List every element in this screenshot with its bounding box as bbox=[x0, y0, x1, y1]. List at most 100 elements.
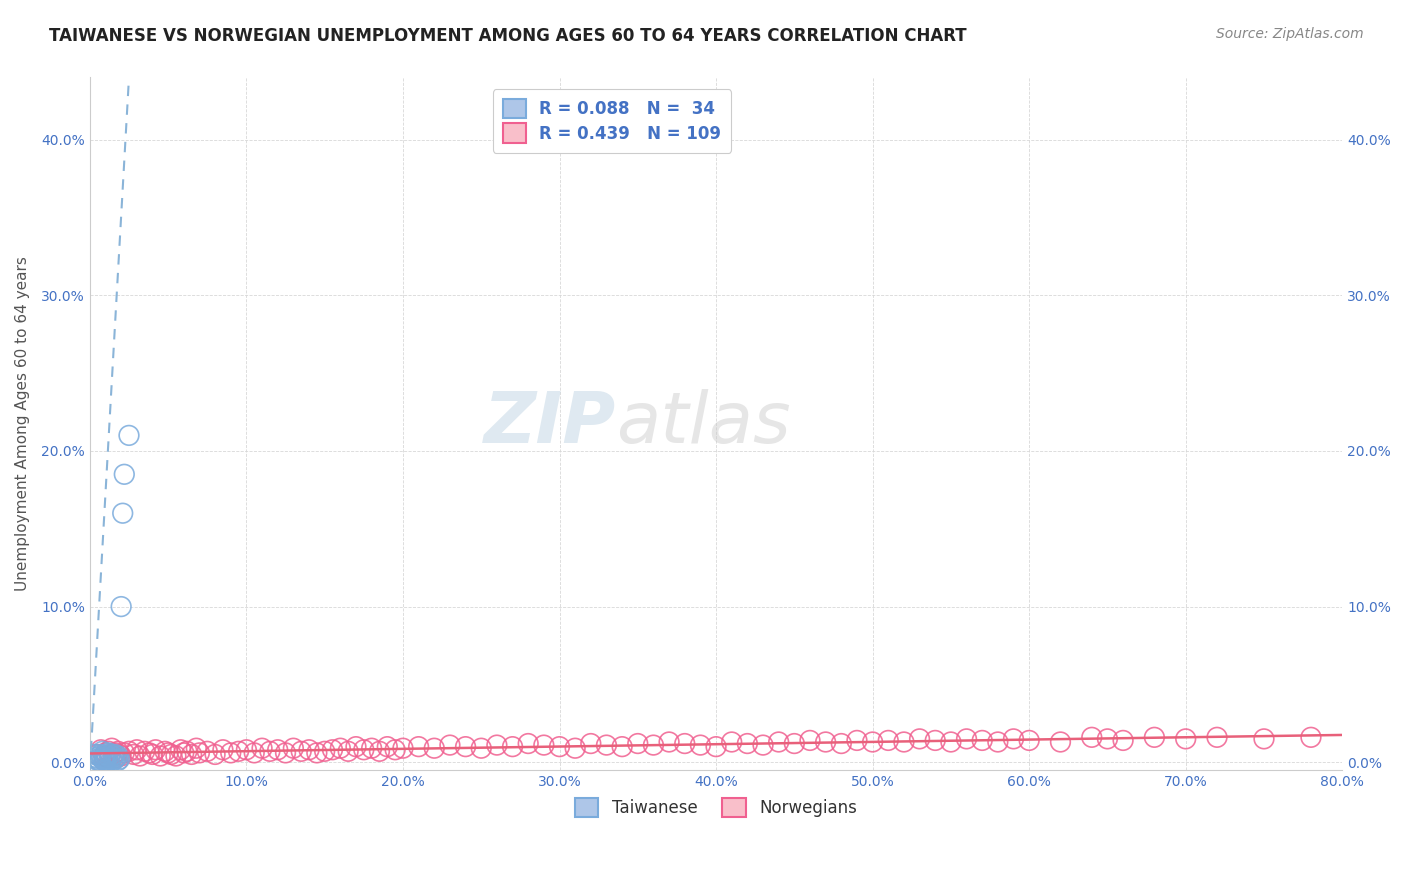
Point bbox=[169, 743, 191, 757]
Point bbox=[104, 747, 127, 762]
Point bbox=[96, 749, 118, 764]
Point bbox=[368, 744, 391, 758]
Point bbox=[814, 735, 837, 749]
Point bbox=[454, 739, 477, 754]
Point bbox=[924, 733, 946, 747]
Point bbox=[337, 744, 360, 758]
Point bbox=[283, 741, 305, 756]
Point bbox=[97, 754, 120, 768]
Point bbox=[1097, 731, 1119, 746]
Point bbox=[98, 747, 121, 762]
Point bbox=[298, 743, 321, 757]
Point bbox=[548, 739, 571, 754]
Point bbox=[86, 747, 108, 762]
Point bbox=[439, 738, 461, 752]
Point bbox=[157, 746, 180, 760]
Point bbox=[502, 739, 524, 754]
Point bbox=[118, 744, 141, 758]
Point bbox=[180, 747, 202, 762]
Point bbox=[111, 506, 134, 520]
Point bbox=[673, 737, 696, 751]
Point bbox=[627, 737, 650, 751]
Point bbox=[94, 754, 117, 768]
Point bbox=[112, 467, 135, 482]
Point bbox=[321, 743, 343, 757]
Point bbox=[97, 744, 120, 758]
Point bbox=[830, 737, 852, 751]
Point bbox=[105, 750, 128, 764]
Point bbox=[259, 744, 281, 758]
Point bbox=[1299, 731, 1322, 745]
Point bbox=[103, 749, 125, 764]
Point bbox=[129, 749, 152, 764]
Point bbox=[118, 428, 141, 442]
Point bbox=[228, 744, 250, 758]
Point bbox=[112, 746, 135, 760]
Point bbox=[188, 746, 211, 760]
Point bbox=[98, 747, 121, 762]
Point bbox=[91, 752, 114, 766]
Point bbox=[195, 744, 218, 758]
Point bbox=[100, 752, 122, 766]
Point bbox=[987, 735, 1010, 749]
Point bbox=[108, 747, 131, 762]
Point bbox=[94, 750, 117, 764]
Point bbox=[243, 746, 266, 760]
Point bbox=[138, 746, 160, 760]
Point bbox=[1253, 731, 1275, 746]
Point bbox=[595, 738, 617, 752]
Point bbox=[84, 750, 107, 764]
Point bbox=[290, 744, 312, 758]
Point bbox=[103, 749, 125, 764]
Point bbox=[939, 735, 962, 749]
Point bbox=[97, 746, 120, 760]
Point bbox=[658, 735, 681, 749]
Point bbox=[1174, 731, 1197, 746]
Point bbox=[86, 752, 108, 766]
Point bbox=[204, 747, 226, 762]
Point bbox=[533, 738, 555, 752]
Point bbox=[799, 733, 821, 747]
Point bbox=[98, 750, 121, 764]
Point bbox=[219, 746, 242, 760]
Point bbox=[610, 739, 633, 754]
Point bbox=[110, 749, 132, 764]
Point bbox=[141, 747, 163, 762]
Point bbox=[314, 744, 336, 758]
Point bbox=[893, 735, 915, 749]
Point bbox=[153, 744, 176, 758]
Point bbox=[186, 741, 208, 756]
Point bbox=[103, 754, 125, 768]
Point bbox=[1049, 735, 1071, 749]
Point bbox=[485, 738, 508, 752]
Text: ZIP: ZIP bbox=[484, 389, 616, 458]
Point bbox=[360, 741, 382, 756]
Point bbox=[1143, 731, 1166, 745]
Point bbox=[134, 744, 156, 758]
Point bbox=[845, 733, 868, 747]
Point bbox=[955, 731, 977, 746]
Point bbox=[517, 737, 540, 751]
Point bbox=[86, 754, 108, 768]
Point bbox=[104, 746, 127, 760]
Point bbox=[89, 749, 111, 764]
Point bbox=[90, 750, 112, 764]
Y-axis label: Unemployment Among Ages 60 to 64 years: Unemployment Among Ages 60 to 64 years bbox=[15, 256, 30, 591]
Point bbox=[783, 737, 806, 751]
Point bbox=[93, 750, 115, 764]
Point bbox=[89, 754, 111, 768]
Text: atlas: atlas bbox=[616, 389, 790, 458]
Point bbox=[173, 746, 195, 760]
Point bbox=[384, 743, 406, 757]
Point bbox=[96, 752, 118, 766]
Point bbox=[704, 739, 727, 754]
Point bbox=[1081, 731, 1104, 745]
Point bbox=[423, 741, 446, 756]
Point bbox=[250, 741, 273, 756]
Point bbox=[104, 752, 127, 766]
Point bbox=[274, 746, 297, 760]
Point bbox=[107, 744, 129, 758]
Point bbox=[972, 733, 994, 747]
Point bbox=[108, 752, 131, 766]
Point bbox=[110, 599, 132, 614]
